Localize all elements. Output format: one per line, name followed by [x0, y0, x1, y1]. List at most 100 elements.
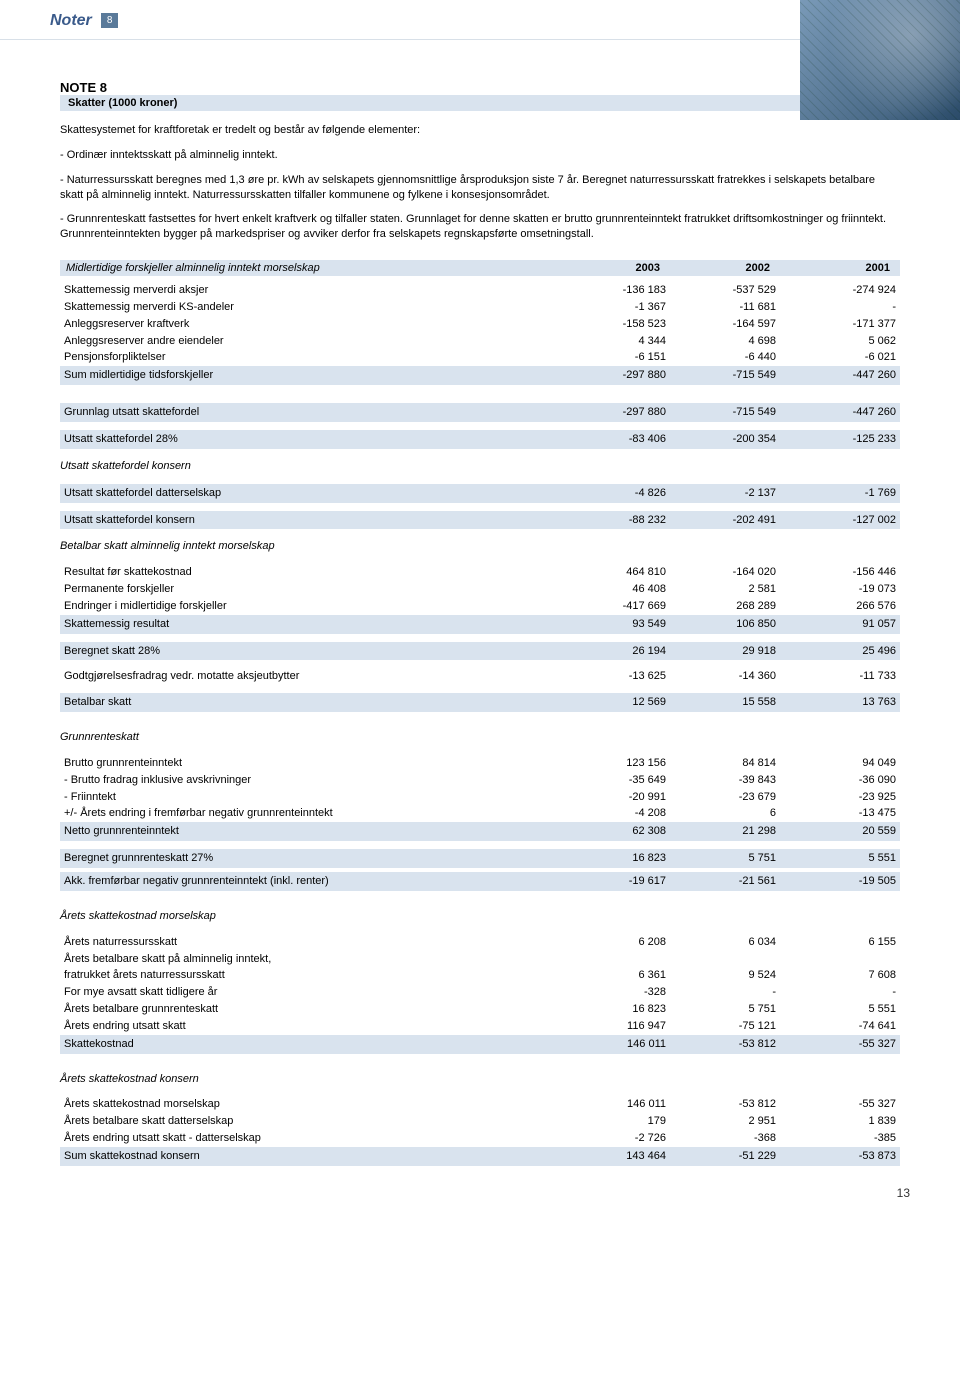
cell-value: -75 121 [680, 1018, 790, 1035]
cell-value: -83 406 [570, 430, 680, 449]
cell-value: - [790, 299, 900, 316]
cell-value: -13 625 [570, 668, 680, 685]
table-4d: Betalbar skatt12 56915 55813 763 [60, 693, 900, 712]
header-title: Noter [50, 12, 92, 30]
cell-value: -715 549 [680, 403, 790, 422]
year-col-3: 2001 [784, 262, 894, 274]
table-row: Utsatt skattefordel datterselskap-4 826-… [60, 484, 900, 503]
cell-value: 4 698 [680, 333, 790, 350]
cell-value: -164 020 [680, 564, 790, 581]
year-col-2: 2002 [674, 262, 784, 274]
row-label: Skattemessig resultat [60, 615, 570, 634]
cell-value [790, 951, 900, 968]
cell-value: 62 308 [570, 822, 680, 841]
row-label: Utsatt skattefordel 28% [60, 430, 570, 449]
cell-value: -537 529 [680, 282, 790, 299]
cell-value: 5 751 [680, 849, 790, 868]
table-2: Grunnlag utsatt skattefordel-297 880-715… [60, 403, 900, 449]
cell-value: -1 367 [570, 299, 680, 316]
row-label: Godtgjørelsesfradrag vedr. motatte aksje… [60, 668, 570, 685]
cell-value: 25 496 [790, 642, 900, 661]
cell-value: 146 011 [570, 1096, 680, 1113]
table-6: Årets naturressursskatt6 2086 0346 155År… [60, 934, 900, 1054]
table-row: For mye avsatt skatt tidligere år-328-- [60, 984, 900, 1001]
row-label: Årets endring utsatt skatt [60, 1018, 570, 1035]
cell-value: 7 608 [790, 967, 900, 984]
cell-value: -2 137 [680, 484, 790, 503]
row-label: - Friinntekt [60, 789, 570, 806]
cell-value: 16 823 [570, 1001, 680, 1018]
cell-value: 4 344 [570, 333, 680, 350]
cell-value: -23 925 [790, 789, 900, 806]
table-row: Skattemessig resultat93 549106 85091 057 [60, 615, 900, 634]
cell-value: 84 814 [680, 755, 790, 772]
row-label: Beregnet skatt 28% [60, 642, 570, 661]
cell-value: 1 839 [790, 1113, 900, 1130]
section-header-3: Utsatt skattefordel konsern [60, 459, 900, 474]
cell-value: -51 229 [680, 1147, 790, 1166]
cell-value: -19 505 [790, 872, 900, 891]
intro-text: Skattesystemet for kraftforetak er trede… [60, 123, 900, 138]
section-header-7: Årets skattekostnad konsern [60, 1072, 900, 1087]
cell-value: 5 751 [680, 1001, 790, 1018]
table-row: Skattekostnad146 011-53 812-55 327 [60, 1035, 900, 1054]
row-label: Akk. fremførbar negativ grunnrenteinntek… [60, 872, 570, 891]
cell-value: -200 354 [680, 430, 790, 449]
row-label: Sum skattekostnad konsern [60, 1147, 570, 1166]
cell-value: 5 551 [790, 1001, 900, 1018]
cell-value: 143 464 [570, 1147, 680, 1166]
table-row: Utsatt skattefordel 28%-83 406-200 354-1… [60, 430, 900, 449]
table-row: Årets skattekostnad morselskap146 011-53… [60, 1096, 900, 1113]
cell-value: 26 194 [570, 642, 680, 661]
row-label: Utsatt skattefordel datterselskap [60, 484, 570, 503]
cell-value: 5 551 [790, 849, 900, 868]
section-header-4: Betalbar skatt alminnelig inntekt morsel… [60, 539, 900, 554]
content: NOTE 8 Skatter (1000 kroner) Skattesyste… [0, 40, 960, 1176]
row-label: Sum midlertidige tidsforskjeller [60, 366, 570, 385]
cell-value: -55 327 [790, 1035, 900, 1054]
table-row: Resultat før skattekostnad464 810-164 02… [60, 564, 900, 581]
cell-value: -715 549 [680, 366, 790, 385]
cell-value: -6 440 [680, 349, 790, 366]
cell-value: 116 947 [570, 1018, 680, 1035]
cell-value: -39 843 [680, 772, 790, 789]
cell-value: 91 057 [790, 615, 900, 634]
table-row: Sum skattekostnad konsern143 464-51 229-… [60, 1147, 900, 1166]
row-label: Skattemessig merverdi aksjer [60, 282, 570, 299]
cell-value: -19 073 [790, 581, 900, 598]
section-header-5: Grunnrenteskatt [60, 730, 900, 745]
row-label: Årets betalbare grunnrenteskatt [60, 1001, 570, 1018]
cell-value: -127 002 [790, 511, 900, 530]
row-label: Årets naturressursskatt [60, 934, 570, 951]
cell-value: -2 726 [570, 1130, 680, 1147]
cell-value: -13 475 [790, 805, 900, 822]
cell-value: -53 812 [680, 1096, 790, 1113]
cell-value: 2 951 [680, 1113, 790, 1130]
row-label: Beregnet grunnrenteskatt 27% [60, 849, 570, 868]
cell-value: 12 569 [570, 693, 680, 712]
table-row: +/- Årets endring i fremførbar negativ g… [60, 805, 900, 822]
cell-value: -274 924 [790, 282, 900, 299]
cell-value: 16 823 [570, 849, 680, 868]
cell-value: -11 733 [790, 668, 900, 685]
table-5: Brutto grunnrenteinntekt123 15684 81494 … [60, 755, 900, 841]
row-label: Netto grunnrenteinntekt [60, 822, 570, 841]
section-label: Midlertidige forskjeller alminnelig innt… [66, 262, 564, 274]
row-label: fratrukket årets naturressursskatt [60, 967, 570, 984]
cell-value: -11 681 [680, 299, 790, 316]
section-header-6: Årets skattekostnad morselskap [60, 909, 900, 924]
table-row: Årets endring utsatt skatt116 947-75 121… [60, 1018, 900, 1035]
cell-value: 9 524 [680, 967, 790, 984]
cell-value: 21 298 [680, 822, 790, 841]
table-row: Godtgjørelsesfradrag vedr. motatte aksje… [60, 668, 900, 685]
cell-value: -55 327 [790, 1096, 900, 1113]
cell-value: -297 880 [570, 403, 680, 422]
table-row: Brutto grunnrenteinntekt123 15684 81494 … [60, 755, 900, 772]
row-label: Skattekostnad [60, 1035, 570, 1054]
row-label: - Brutto fradrag inklusive avskrivninger [60, 772, 570, 789]
row-label: Skattemessig merverdi KS-andeler [60, 299, 570, 316]
cell-value: -88 232 [570, 511, 680, 530]
row-label: Årets betalbare skatt på alminnelig innt… [60, 951, 570, 968]
table-row: Beregnet grunnrenteskatt 27%16 8235 7515… [60, 849, 900, 868]
row-label: Pensjonsforpliktelser [60, 349, 570, 366]
